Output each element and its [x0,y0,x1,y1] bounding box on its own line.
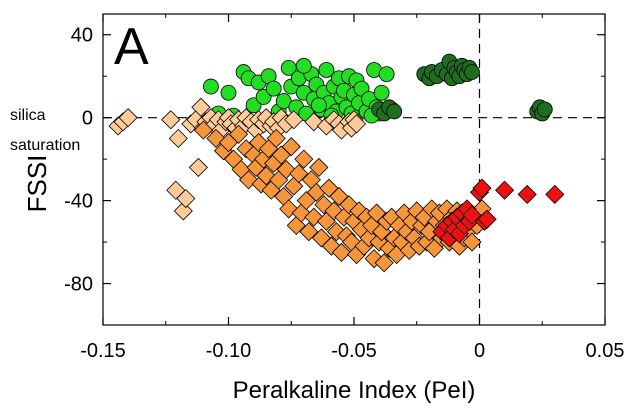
x-tick-label: -0.05 [331,340,377,362]
data-point [536,101,553,118]
data-point [281,137,301,157]
data-points [108,53,565,273]
data-point [266,128,286,148]
silica-saturation-label-line2: saturation [10,137,80,154]
y-tick-label: -40 [64,191,93,213]
plot-area [103,14,605,325]
data-point [477,209,497,229]
data-point [318,62,335,78]
data-point [193,120,213,140]
x-tick-label: -0.10 [206,340,252,362]
data-point [495,180,515,200]
data-point [346,114,367,134]
data-point [118,108,138,128]
data-point [472,178,492,198]
x-axis-label: Peralkaline Index (PeI) [233,377,476,404]
data-point [265,80,282,97]
data-point [168,128,188,148]
data-point [517,184,537,204]
axis-ticks: -0.15 -0.10 -0.05 0 0.05 -80 -40 0 40 [64,14,624,362]
data-point [373,84,390,101]
reference-lines [103,14,605,325]
data-point [275,93,292,109]
y-axis-label: FSSI [22,155,52,213]
data-point [462,205,482,225]
data-point [331,242,352,262]
data-point [228,124,249,144]
data-point [545,184,565,204]
y-tick-label: -80 [64,274,93,296]
x-tick-label: 0.05 [586,340,625,362]
data-point [203,78,219,95]
data-point [191,97,211,117]
series-4 [432,178,565,248]
x-tick-label: 0 [474,340,485,362]
data-point [220,84,237,101]
data-point [299,222,319,242]
data-point [188,157,208,177]
data-point [304,112,324,132]
data-point [176,188,196,209]
data-point [464,64,480,80]
y-tick-label: 0 [82,108,93,130]
series-3 [193,120,497,273]
data-point [289,164,309,184]
data-point [386,103,403,120]
data-point [309,157,329,177]
data-point [378,66,395,83]
panel-label: A [114,18,149,76]
y-tick-label: 40 [71,25,93,47]
data-point [173,201,193,221]
data-point [295,57,312,74]
series-2 [108,97,367,221]
x-tick-label: -0.15 [80,340,126,362]
data-point [462,232,482,252]
data-point [374,253,394,273]
data-point [161,110,181,130]
data-point [284,110,304,130]
data-point [310,97,327,114]
series-1 [371,53,553,122]
data-point [294,149,314,169]
silica-saturation-label-line1: silica [10,107,46,124]
